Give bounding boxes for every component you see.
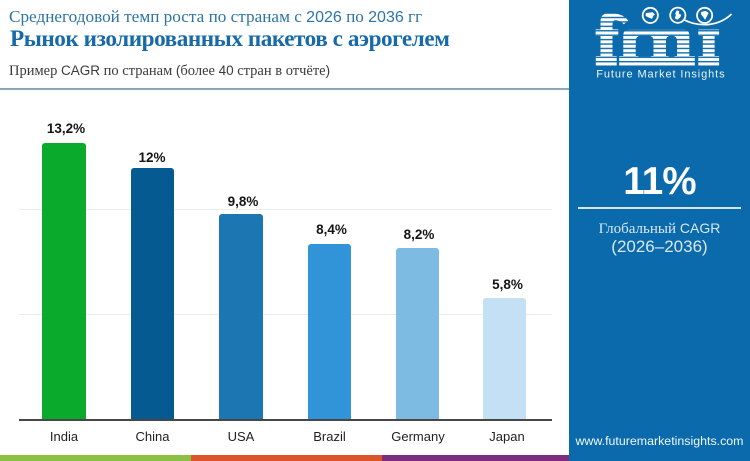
svg-text:Future Market Insights: Future Market Insights [596, 69, 725, 81]
